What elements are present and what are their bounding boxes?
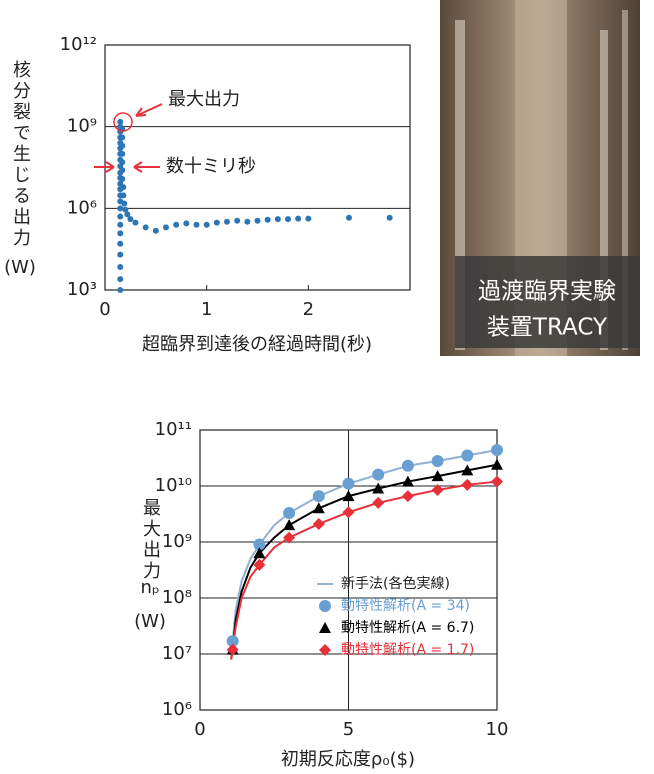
x-tick-label: 1	[201, 299, 212, 320]
point	[119, 176, 125, 182]
annotation: 数十ミリ秒	[166, 156, 256, 177]
y-tick-label: 10¹²	[60, 34, 97, 55]
point	[387, 215, 393, 221]
y-axis-label: nₚ	[140, 577, 159, 598]
point	[117, 287, 123, 293]
point	[283, 519, 295, 530]
legend-label: 新手法(各色実線)	[341, 575, 450, 592]
point	[117, 230, 123, 236]
point	[305, 216, 311, 222]
point	[119, 151, 125, 157]
point	[120, 184, 126, 190]
point	[133, 220, 139, 226]
point	[265, 217, 271, 223]
y-tick-label: 10⁶	[162, 699, 192, 720]
point	[120, 192, 126, 198]
point	[402, 460, 414, 472]
x-tick-label: 2	[303, 299, 314, 320]
y-tick-label: 10⁶	[67, 197, 97, 218]
point	[119, 134, 125, 140]
point	[372, 497, 384, 509]
y-tick-label: 10⁹	[67, 116, 97, 137]
y-tick-label: 10¹⁰	[155, 475, 192, 496]
point	[234, 218, 240, 224]
y-axis-label: 核分裂で生じる出力	[10, 60, 31, 249]
arrow	[94, 162, 114, 172]
point	[313, 502, 325, 513]
point	[313, 490, 325, 502]
point	[119, 143, 125, 149]
y-axis-label: 最大出力	[140, 498, 161, 582]
point	[117, 119, 123, 125]
point	[214, 220, 220, 226]
point	[121, 201, 127, 207]
point	[343, 506, 355, 518]
point	[461, 450, 473, 462]
point	[117, 276, 123, 282]
x-tick-label: 5	[343, 719, 354, 740]
point	[163, 224, 169, 230]
photo-caption: 装置TRACY	[487, 315, 608, 341]
y-tick-label: 10⁹	[162, 531, 192, 552]
y-tick-label: 10⁸	[162, 587, 192, 608]
point	[346, 215, 352, 221]
legend-label: 動特性解析(A = 34)	[341, 598, 470, 614]
point	[117, 264, 123, 270]
point	[119, 167, 125, 173]
point	[224, 219, 230, 225]
y-axis-label: (W)	[134, 611, 166, 632]
y-tick-label: 10⁷	[162, 643, 192, 664]
x-tick-label: 10	[486, 719, 509, 740]
point	[255, 218, 261, 224]
photo: 過渡臨界実験 装置TRACY	[440, 0, 640, 356]
annotation: 最大出力	[168, 89, 240, 110]
point	[117, 205, 123, 211]
point	[491, 459, 503, 470]
y-tick-label: 10³	[67, 279, 97, 300]
point	[127, 216, 133, 222]
point	[313, 518, 325, 530]
point	[117, 222, 123, 228]
point	[372, 469, 384, 481]
point	[117, 214, 123, 220]
photo-caption: 過渡臨界実験	[478, 279, 616, 305]
point	[183, 220, 189, 226]
point	[153, 228, 159, 234]
point	[295, 216, 301, 222]
point	[244, 219, 250, 225]
point	[283, 507, 295, 519]
x-axis-label: 超臨界到達後の経過時間(秒)	[142, 334, 372, 355]
figure: 過渡臨界実験 装置TRACY 10³ 10⁶ 10⁹ 10¹² 0 1 2 超臨界到達後の経過…	[0, 0, 654, 774]
point	[432, 455, 444, 467]
point	[143, 224, 149, 230]
point	[204, 222, 210, 228]
point	[319, 600, 331, 612]
arrow	[136, 104, 162, 116]
arrow	[134, 162, 160, 172]
point	[285, 216, 291, 222]
point	[402, 490, 414, 502]
point	[319, 622, 331, 633]
point	[117, 252, 123, 258]
y-axis-label: (W)	[4, 257, 36, 278]
point	[343, 478, 355, 490]
x-tick-label: 0	[194, 719, 205, 740]
x-axis-label: 初期反応度ρ₀($)	[281, 749, 415, 770]
y-tick-label: 10¹¹	[155, 419, 192, 440]
x-tick-label: 0	[99, 299, 110, 320]
point	[173, 222, 179, 228]
point	[275, 216, 281, 222]
point	[119, 159, 125, 165]
point	[461, 479, 473, 491]
point	[491, 444, 503, 456]
legend-label: 動特性解析(A = 1.7)	[341, 642, 474, 658]
point	[194, 222, 200, 228]
legend-label: 動特性解析(A = 6.7)	[341, 620, 474, 636]
point	[117, 241, 123, 247]
